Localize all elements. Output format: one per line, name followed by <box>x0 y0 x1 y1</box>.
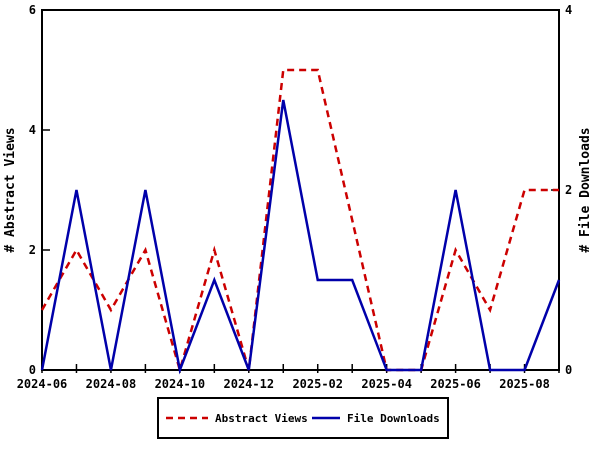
x-tick-label: 2025-02 <box>292 377 343 391</box>
left-y-tick-label: 0 <box>29 363 36 377</box>
x-tick-label: 2024-12 <box>224 377 275 391</box>
legend: Abstract Views File Downloads <box>157 397 449 439</box>
x-axis-tick-labels: 2024-06 2024-08 2024-10 2024-12 2025-02 2025-… <box>17 377 550 391</box>
left-y-axis-ticks: 0 2 4 6 <box>29 3 50 377</box>
x-tick-label: 2024-08 <box>86 377 137 391</box>
x-tick-label: 2024-06 <box>17 377 68 391</box>
x-axis-ticks <box>41 364 560 373</box>
legend-label-file-downloads: File Downloads <box>347 412 440 425</box>
left-axis-title: # Abstract Views <box>3 127 18 252</box>
right-axis-title: # File Downloads <box>578 127 593 252</box>
x-tick-label: 2025-08 <box>499 377 550 391</box>
right-y-tick-label: 2 <box>565 183 572 197</box>
x-tick-label: 2024-10 <box>155 377 206 391</box>
right-y-tick-label: 0 <box>565 363 572 377</box>
left-y-tick-label: 2 <box>29 243 36 257</box>
legend-label-abstract-views: Abstract Views <box>215 412 308 425</box>
file-downloads-line <box>40 99 561 375</box>
x-tick-label: 2025-06 <box>430 377 481 391</box>
left-y-tick-label: 6 <box>29 3 36 17</box>
left-y-tick-label: 4 <box>29 123 36 137</box>
x-tick-label: 2025-04 <box>361 377 412 391</box>
right-y-tick-label: 4 <box>565 3 572 17</box>
